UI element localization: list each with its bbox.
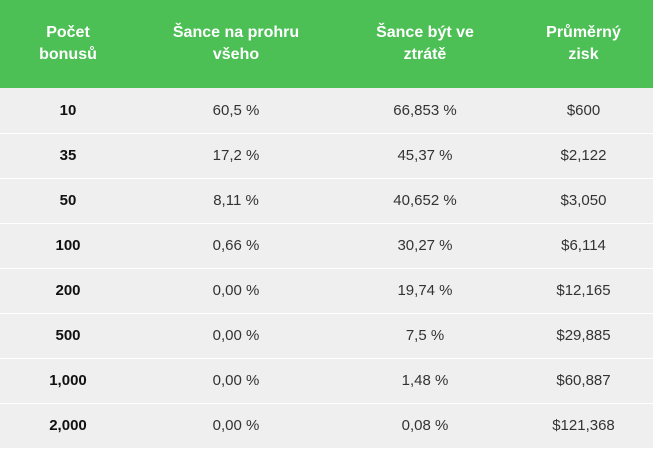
cell-chance-lose-all: 0,00 % [212, 417, 260, 434]
cell-average-profit: $6,114 [561, 237, 606, 254]
cell-chance-in-loss: 40,652 % [393, 192, 457, 209]
cell-chance-in-loss: 0,08 % [401, 417, 449, 434]
header-chance-lose-all: Šance na prohru všeho [172, 24, 300, 63]
table-row: 2,000 0,00 % 0,08 % $121,368 [0, 403, 653, 448]
table-row: 500 0,00 % 7,5 % $29,885 [0, 313, 653, 358]
cell-chance-lose-all: 0,66 % [212, 237, 260, 254]
table-row: 10 60,5 % 66,853 % $600 [0, 88, 653, 133]
cell-chance-in-loss: 19,74 % [397, 282, 453, 299]
cell-chance-in-loss: 66,853 % [393, 101, 457, 119]
cell-bonus-count: 100 [55, 237, 81, 254]
header-bonus-count: Počet bonusů [39, 24, 97, 63]
cell-bonus-count: 10 [59, 101, 77, 119]
cell-average-profit: $121,368 [552, 417, 615, 434]
cell-chance-lose-all: 8,11 % [213, 192, 259, 209]
cell-chance-in-loss: 1,48 % [401, 372, 449, 389]
cell-chance-lose-all: 0,00 % [212, 327, 260, 344]
cell-average-profit: $600 [566, 101, 601, 119]
cell-chance-lose-all: 0,00 % [212, 282, 260, 299]
table-header: Počet bonusů Šance na prohru všeho Šance… [0, 0, 653, 88]
cell-chance-lose-all: 60,5 % [212, 101, 260, 119]
cell-average-profit: $29,885 [556, 327, 611, 344]
table-row: 100 0,66 % 30,27 % $6,114 [0, 223, 653, 268]
cell-chance-in-loss: 30,27 % [397, 237, 453, 254]
cell-bonus-count: 500 [55, 327, 81, 344]
header-row: Počet bonusů Šance na prohru všeho Šance… [0, 0, 653, 88]
cell-chance-in-loss: 45,37 % [397, 147, 453, 164]
table-row: 1,000 0,00 % 1,48 % $60,887 [0, 358, 653, 403]
cell-average-profit: $12,165 [556, 282, 611, 299]
cell-average-profit: $60,887 [556, 372, 611, 389]
cell-bonus-count: 50 [59, 192, 77, 209]
cell-average-profit: $2,122 [560, 147, 607, 164]
cell-chance-lose-all: 0,00 % [212, 372, 260, 389]
table-row: 50 8,11 % 40,652 % $3,050 [0, 178, 653, 223]
header-average-profit: Průměrný zisk [546, 24, 621, 63]
cell-chance-lose-all: 17,2 % [212, 147, 260, 164]
table-row: 200 0,00 % 19,74 % $12,165 [0, 268, 653, 313]
table-row: 35 17,2 % 45,37 % $2,122 [0, 133, 653, 178]
cell-bonus-count: 1,000 [49, 372, 87, 389]
cell-bonus-count: 35 [59, 147, 77, 164]
cell-chance-in-loss: 7,5 % [405, 327, 445, 344]
table-body: 10 60,5 % 66,853 % $600 35 17,2 % 45,37 … [0, 88, 653, 448]
header-chance-in-loss: Šance být ve ztrátě [376, 24, 474, 63]
cell-bonus-count: 2,000 [49, 417, 87, 434]
cell-average-profit: $3,050 [560, 192, 607, 209]
cell-bonus-count: 200 [55, 282, 81, 299]
